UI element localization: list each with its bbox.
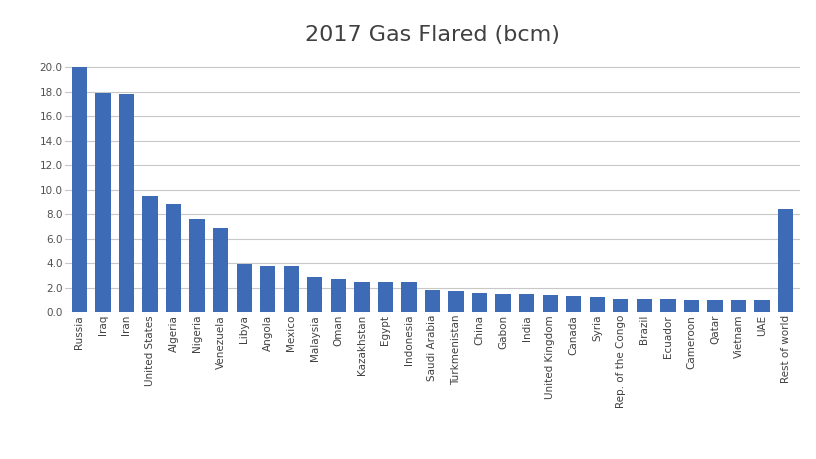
Bar [495,294,511,312]
Bar [448,291,463,312]
Bar [189,219,205,312]
Bar [72,67,87,312]
Bar [119,94,134,312]
Bar [778,209,793,312]
Bar [284,266,299,312]
Bar [754,300,769,312]
Bar [636,299,652,312]
Bar [354,281,370,312]
Bar [519,294,534,312]
Bar [543,295,558,312]
Bar [378,281,393,312]
Bar [707,300,723,312]
Bar [613,299,628,312]
Bar [142,196,157,312]
Bar [566,296,581,312]
Bar [166,204,181,312]
Bar [590,297,605,312]
Bar [237,264,252,312]
Bar [95,93,111,312]
Bar [660,299,676,312]
Bar [330,279,346,312]
Bar [425,290,440,312]
Bar [260,266,275,312]
Bar [684,300,699,312]
Bar [401,281,417,312]
Bar [472,292,487,312]
Bar [213,228,228,312]
Bar [731,300,746,312]
Bar [307,277,322,312]
Title: 2017 Gas Flared (bcm): 2017 Gas Flared (bcm) [305,25,560,45]
